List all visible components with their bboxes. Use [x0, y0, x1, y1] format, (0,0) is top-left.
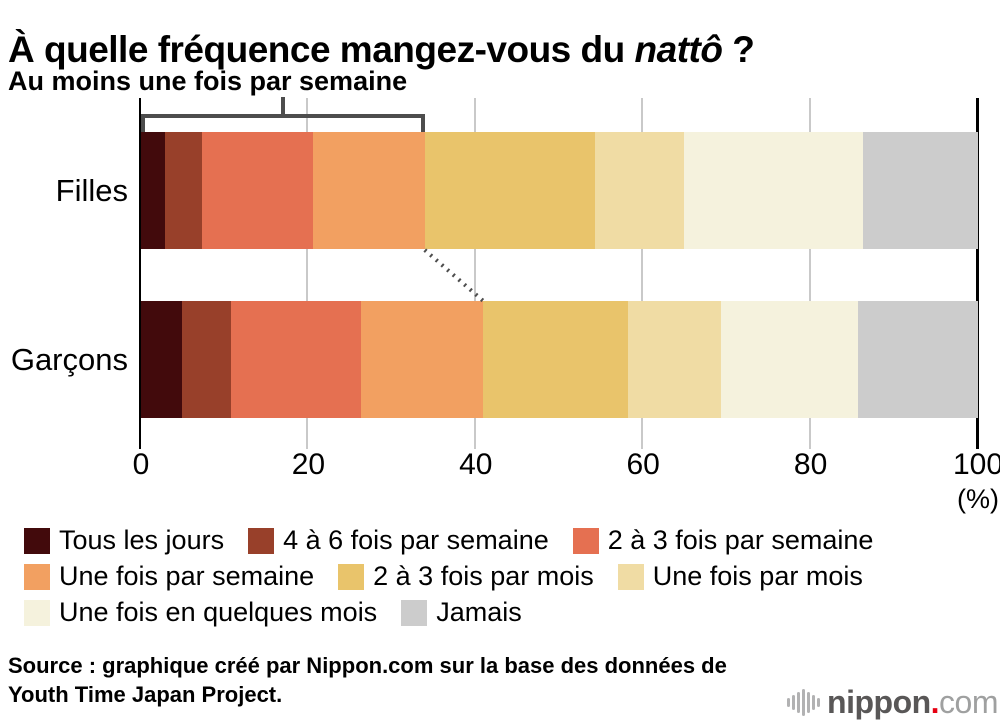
legend-item: Tous les jours: [24, 527, 224, 554]
bar-segment: [165, 132, 203, 249]
axis-unit-label: (%): [957, 484, 999, 514]
x-axis-tick: 80: [793, 448, 828, 481]
bar-segment: [141, 132, 166, 249]
bar-segment: [594, 132, 685, 249]
bar-segment: [361, 301, 484, 418]
legend-item: Une fois par mois: [617, 561, 863, 591]
bar-segment: [424, 132, 595, 249]
nippon-logo-wordmark: nippon.com: [827, 683, 998, 720]
legend-label: Une fois par mois: [652, 561, 863, 591]
legend-label: Une fois par semaine: [59, 561, 315, 591]
legend-row: Une fois en quelques mois Jamais: [24, 599, 994, 626]
annotation-label: Au moins une fois par semaine: [8, 66, 408, 96]
gridline: [306, 98, 309, 449]
bar-segment: [684, 132, 864, 249]
gridline: [808, 98, 811, 449]
legend-item: Une fois en quelques mois: [24, 599, 377, 626]
bar-segment: [313, 132, 425, 249]
x-axis-tick: 40: [459, 448, 493, 481]
bar-segment: [182, 301, 231, 418]
title-italic-word: nattô: [634, 28, 723, 70]
legend-swatch: [24, 527, 50, 554]
annotation-connector-line: [280, 97, 285, 115]
category-label-filles: Filles: [55, 172, 128, 208]
bar-segment: [141, 301, 182, 418]
legend-row: Tous les jours 4 à 6 fois par semaine 2 à …: [24, 527, 994, 554]
title-text: À quelle fréquence mangez-vous du: [8, 28, 635, 70]
legend-item: 2 à 3 fois par mois: [338, 563, 594, 590]
stacked-bar-filles: [141, 132, 978, 249]
legend-row: Une fois par semaine 2 à 3 fois par mois U…: [24, 563, 994, 590]
legend-swatch: [248, 527, 275, 554]
annotation-bracket: [141, 114, 425, 132]
legend-swatch: [401, 599, 428, 626]
bar-segment: [858, 301, 978, 418]
legend: Tous les jours 4 à 6 fois par semaine 2 à …: [24, 527, 994, 626]
legend-swatch: [572, 527, 599, 554]
source-line-2: Youth Time Japan Project.: [8, 682, 283, 707]
x-axis-tick: 100: [952, 448, 1000, 481]
legend-swatch: [24, 599, 50, 626]
legend-swatch: [338, 563, 365, 590]
bar-segment: [720, 301, 859, 418]
page-title: À quelle fréquence mangez-vous du nattô …: [8, 27, 755, 73]
category-label-garcons: Garçons: [10, 341, 128, 377]
source-note: Source : graphique créé par Nippon.com s…: [8, 651, 727, 709]
nippon-logo: nippon.com: [787, 684, 998, 720]
legend-label: 2 à 3 fois par mois: [373, 561, 594, 591]
source-line-1: Source : graphique créé par Nippon.com s…: [8, 653, 727, 678]
bar-segment: [628, 301, 721, 418]
title-suffix: ?: [722, 28, 755, 70]
bar-segment: [483, 301, 629, 418]
stacked-bar-garcons: [141, 301, 978, 418]
x-axis-tick: 60: [626, 448, 660, 481]
bar-segment: [863, 132, 978, 249]
axis-line: [976, 98, 979, 449]
axis-line: [139, 98, 141, 449]
legend-label: Une fois en quelques mois: [59, 597, 378, 627]
bar-segment: [202, 132, 314, 249]
x-axis-tick: 0: [132, 448, 150, 481]
legend-item: 4 à 6 fois par semaine: [248, 527, 549, 554]
bar-segment: [230, 301, 362, 418]
legend-label: 2 à 3 fois par semaine: [607, 525, 874, 555]
x-axis-tick: 20: [291, 448, 326, 481]
legend-item: 2 à 3 fois par semaine: [572, 525, 874, 555]
legend-item: Une fois par semaine: [24, 563, 314, 590]
legend-swatch: [617, 563, 644, 590]
soundwave-icon: [787, 688, 821, 716]
legend-item: Jamais: [401, 599, 522, 626]
legend-label: Tous les jours: [59, 525, 225, 555]
legend-swatch: [24, 563, 50, 590]
legend-label: Jamais: [436, 597, 522, 627]
legend-label: 4 à 6 fois par semaine: [283, 525, 549, 555]
gridline: [641, 98, 644, 449]
